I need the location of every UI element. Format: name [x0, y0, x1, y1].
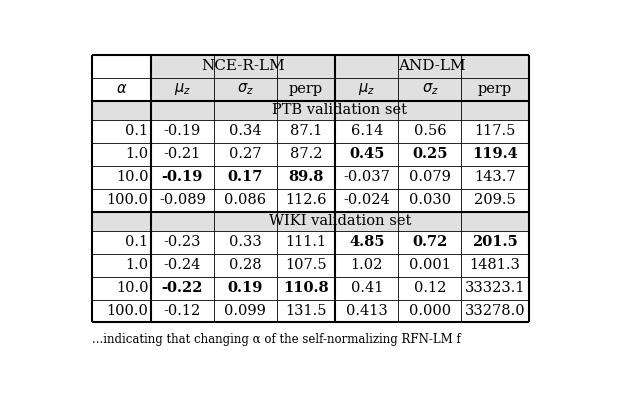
Text: 0.001: 0.001	[409, 258, 451, 272]
Text: 0.19: 0.19	[228, 281, 263, 295]
Text: 10.0: 10.0	[116, 170, 148, 184]
Text: 0.45: 0.45	[349, 147, 385, 161]
Text: 119.4: 119.4	[472, 147, 518, 161]
Text: 100.0: 100.0	[107, 304, 148, 318]
Text: 0.000: 0.000	[409, 304, 451, 318]
Text: 112.6: 112.6	[285, 193, 327, 207]
Text: $\alpha$: $\alpha$	[116, 82, 127, 96]
Text: 1481.3: 1481.3	[470, 258, 520, 272]
Text: -0.024: -0.024	[344, 193, 390, 207]
Text: 0.41: 0.41	[351, 281, 383, 295]
Text: 0.079: 0.079	[409, 170, 451, 184]
Bar	[92, 101, 529, 120]
Text: 87.2: 87.2	[290, 147, 323, 161]
Text: 0.33: 0.33	[229, 235, 262, 249]
Text: 0.34: 0.34	[229, 125, 262, 138]
Text: -0.089: -0.089	[159, 193, 206, 207]
Text: -0.22: -0.22	[162, 281, 203, 295]
Text: -0.19: -0.19	[162, 170, 203, 184]
Text: 0.12: 0.12	[413, 281, 446, 295]
Text: NCE-R-LM: NCE-R-LM	[202, 59, 285, 73]
Bar	[335, 55, 529, 78]
Text: -0.12: -0.12	[164, 304, 201, 318]
Text: 107.5: 107.5	[285, 258, 327, 272]
Text: 111.1: 111.1	[285, 235, 327, 249]
Text: 201.5: 201.5	[472, 235, 518, 249]
Text: perp: perp	[478, 82, 512, 96]
Text: $\mu_z$: $\mu_z$	[358, 81, 376, 97]
Text: $\sigma_z$: $\sigma_z$	[422, 82, 438, 97]
Text: 87.1: 87.1	[290, 125, 323, 138]
Text: 0.1: 0.1	[125, 125, 148, 138]
Text: $\sigma_z$: $\sigma_z$	[237, 82, 254, 97]
Text: perp: perp	[289, 82, 323, 96]
Text: 0.086: 0.086	[225, 193, 266, 207]
Text: 33323.1: 33323.1	[465, 281, 525, 295]
Text: 10.0: 10.0	[116, 281, 148, 295]
Text: 33278.0: 33278.0	[465, 304, 525, 318]
Text: AND-LM: AND-LM	[398, 59, 466, 73]
Bar	[92, 212, 529, 231]
Text: 1.0: 1.0	[125, 147, 148, 161]
Bar	[151, 55, 335, 78]
Text: 131.5: 131.5	[285, 304, 327, 318]
Text: 0.1: 0.1	[125, 235, 148, 249]
Text: 0.56: 0.56	[413, 125, 446, 138]
Text: 143.7: 143.7	[474, 170, 516, 184]
Text: -0.23: -0.23	[164, 235, 201, 249]
Text: 0.72: 0.72	[412, 235, 447, 249]
Text: 89.8: 89.8	[289, 170, 324, 184]
Text: 209.5: 209.5	[474, 193, 516, 207]
Text: 4.85: 4.85	[349, 235, 385, 249]
Text: -0.19: -0.19	[164, 125, 201, 138]
Text: 110.8: 110.8	[284, 281, 329, 295]
Text: 0.17: 0.17	[228, 170, 263, 184]
Bar	[151, 78, 529, 101]
Text: $\mu_z$: $\mu_z$	[174, 81, 191, 97]
Text: ...indicating that changing α of the self-normalizing RFN-LM f: ...indicating that changing α of the sel…	[92, 333, 461, 346]
Text: 0.25: 0.25	[412, 147, 447, 161]
Text: 1.02: 1.02	[351, 258, 383, 272]
Text: PTB validation set: PTB validation set	[273, 103, 408, 117]
Text: -0.037: -0.037	[344, 170, 390, 184]
Text: 0.413: 0.413	[346, 304, 388, 318]
Text: 1.0: 1.0	[125, 258, 148, 272]
Text: 0.27: 0.27	[229, 147, 262, 161]
Text: 100.0: 100.0	[107, 193, 148, 207]
Text: 6.14: 6.14	[351, 125, 383, 138]
Text: 0.28: 0.28	[229, 258, 262, 272]
Text: 0.099: 0.099	[225, 304, 266, 318]
Text: -0.24: -0.24	[164, 258, 201, 272]
Text: WIKI validation set: WIKI validation set	[269, 214, 411, 228]
Text: 0.030: 0.030	[409, 193, 451, 207]
Text: 117.5: 117.5	[474, 125, 516, 138]
Text: -0.21: -0.21	[164, 147, 201, 161]
